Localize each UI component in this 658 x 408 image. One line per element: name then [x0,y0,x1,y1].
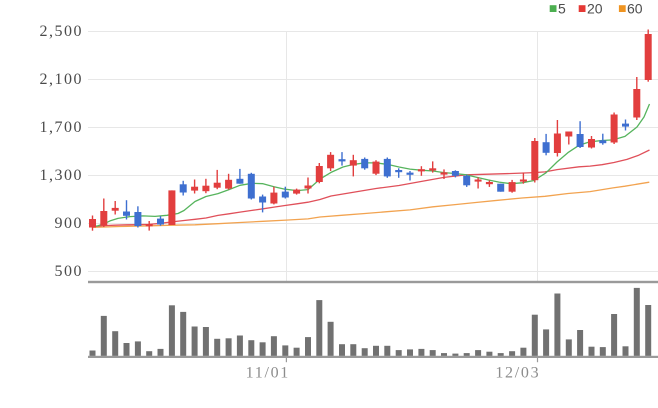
svg-text:900: 900 [55,215,84,232]
svg-text:5: 5 [558,1,566,17]
svg-text:11/01: 11/01 [246,365,290,382]
svg-text:60: 60 [627,1,643,17]
svg-text:1,700: 1,700 [40,119,84,136]
svg-text:1,300: 1,300 [40,167,84,184]
svg-text:20: 20 [587,1,603,17]
svg-text:500: 500 [55,263,84,280]
svg-text:2,100: 2,100 [40,71,84,88]
svg-text:2,500: 2,500 [40,23,84,40]
svg-text:12/03: 12/03 [495,365,540,382]
